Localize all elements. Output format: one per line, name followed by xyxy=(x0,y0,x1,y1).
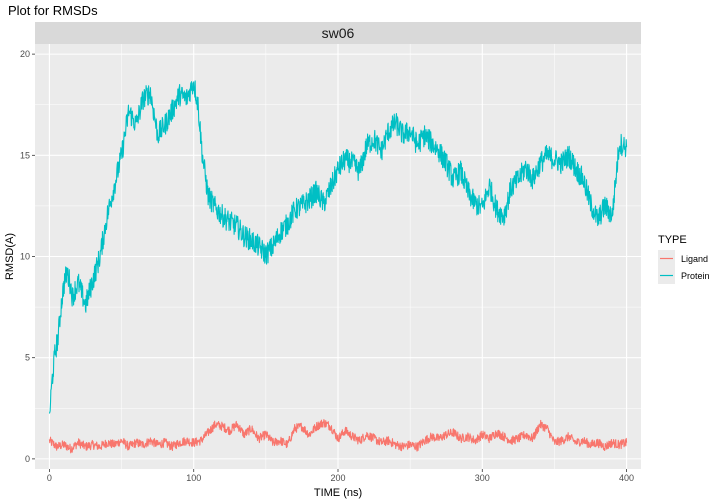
legend-title: TYPE xyxy=(658,234,687,246)
series-line-ligand xyxy=(48,419,628,454)
x-axis-title: TIME (ns) xyxy=(314,487,362,499)
x-tick-label: 200 xyxy=(330,473,345,483)
x-tick-label: 300 xyxy=(475,473,490,483)
y-tick-label: 5 xyxy=(25,353,30,363)
y-tick-label: 0 xyxy=(25,454,30,464)
series-lines xyxy=(48,80,628,454)
y-tick-label: 15 xyxy=(20,150,30,160)
y-tick-label: 10 xyxy=(20,252,30,262)
y-axis-title: RMSD(A) xyxy=(4,233,16,280)
x-tick-label: 400 xyxy=(619,473,634,483)
legend-label-ligand: Ligand xyxy=(681,254,708,264)
facet-strip-label: sw06 xyxy=(322,25,355,41)
y-tick-label: 20 xyxy=(20,49,30,59)
legend-label-protein: Protein xyxy=(681,271,710,281)
facet-strip xyxy=(35,22,641,44)
legend: TYPE Ligand Protein xyxy=(658,234,710,284)
axes: 0 100 200 300 400 0 5 10 15 20 xyxy=(20,49,634,483)
x-tick-label: 0 xyxy=(47,473,52,483)
x-tick-label: 100 xyxy=(186,473,201,483)
gridlines xyxy=(35,44,641,469)
series-line-protein xyxy=(48,80,628,414)
plot-title: Plot for RMSDs xyxy=(8,3,98,18)
